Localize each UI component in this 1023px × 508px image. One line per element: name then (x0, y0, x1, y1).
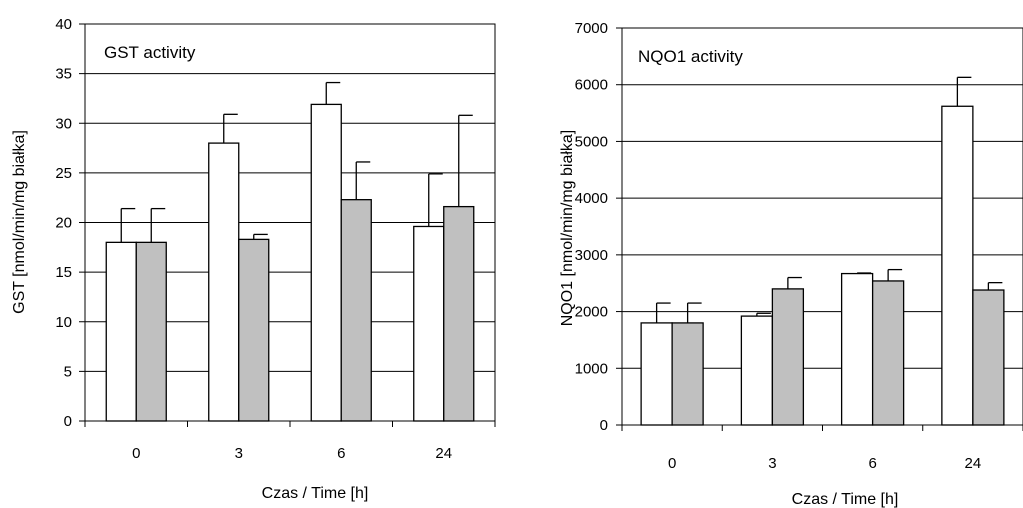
y-tick-label: 20 (55, 215, 72, 232)
y-tick-label: 10 (55, 314, 72, 331)
y-tick-label: 7000 (575, 20, 608, 37)
bar-series-2 (972, 289, 1005, 426)
gst-activity-chart: 0 5 10 15 20 25 30 35 40 0 3 6 24 GST activity Czas / … (11, 16, 496, 502)
y-tick-label: 0 (600, 417, 608, 434)
bar-series-1 (941, 105, 974, 426)
y-tick-label: 2000 (575, 304, 608, 321)
y-tick-label: 0 (64, 413, 72, 430)
y-axis-title: NQO1 [nmol/min/mg białka] (559, 130, 576, 327)
y-tick-label: 4000 (575, 190, 608, 207)
x-axis-title: Czas / Time [h] (262, 485, 369, 502)
bar-series-2 (443, 205, 475, 422)
x-tick-label: 6 (868, 455, 876, 472)
bar-series-2 (871, 280, 905, 426)
y-tick-label: 25 (55, 165, 72, 182)
bar-series-1 (740, 315, 774, 426)
chart-title: GST activity (104, 43, 196, 62)
y-tick-label: 40 (55, 16, 72, 33)
y-tick-label: 3000 (575, 247, 608, 264)
y-axis-title: GST [nmol/min/mg białka] (11, 130, 28, 314)
bar-series-2 (671, 322, 704, 426)
bar-series-1 (105, 241, 137, 422)
y-tick-label: 30 (55, 115, 72, 132)
bar-series-1 (310, 103, 342, 422)
bar-series-1 (413, 225, 445, 422)
bar-series-1 (208, 142, 240, 422)
x-tick-label: 0 (668, 455, 676, 472)
bar-series-2 (135, 241, 167, 422)
x-tick-label: 0 (132, 445, 140, 462)
x-tick-label: 24 (965, 455, 982, 472)
x-tick-label: 3 (235, 445, 243, 462)
bar-series-2 (340, 199, 372, 422)
bar-series-2 (771, 288, 805, 426)
y-tick-label: 15 (55, 264, 72, 281)
y-tick-label: 5 (64, 363, 72, 380)
y-tick-label: 1000 (575, 360, 608, 377)
chart-title-box (632, 39, 775, 73)
x-tick-label: 24 (435, 445, 452, 462)
y-tick-label: 6000 (575, 77, 608, 94)
x-tick-label: 3 (768, 455, 776, 472)
nqo1-activity-chart: 0 1000 2000 3000 4000 5000 6000 7000 0 3 6 24 NQO1 a… (559, 20, 1023, 508)
x-tick-label: 6 (337, 445, 345, 462)
y-tick-label: 5000 (575, 133, 608, 150)
chart-title: NQO1 activity (638, 47, 743, 66)
chart-title-box (98, 35, 213, 69)
y-tick-label: 35 (55, 66, 72, 83)
bar-series-1 (840, 272, 874, 426)
x-axis-title: Czas / Time [h] (792, 491, 899, 508)
bar-series-2 (238, 238, 270, 422)
bar-series-1 (640, 322, 673, 426)
